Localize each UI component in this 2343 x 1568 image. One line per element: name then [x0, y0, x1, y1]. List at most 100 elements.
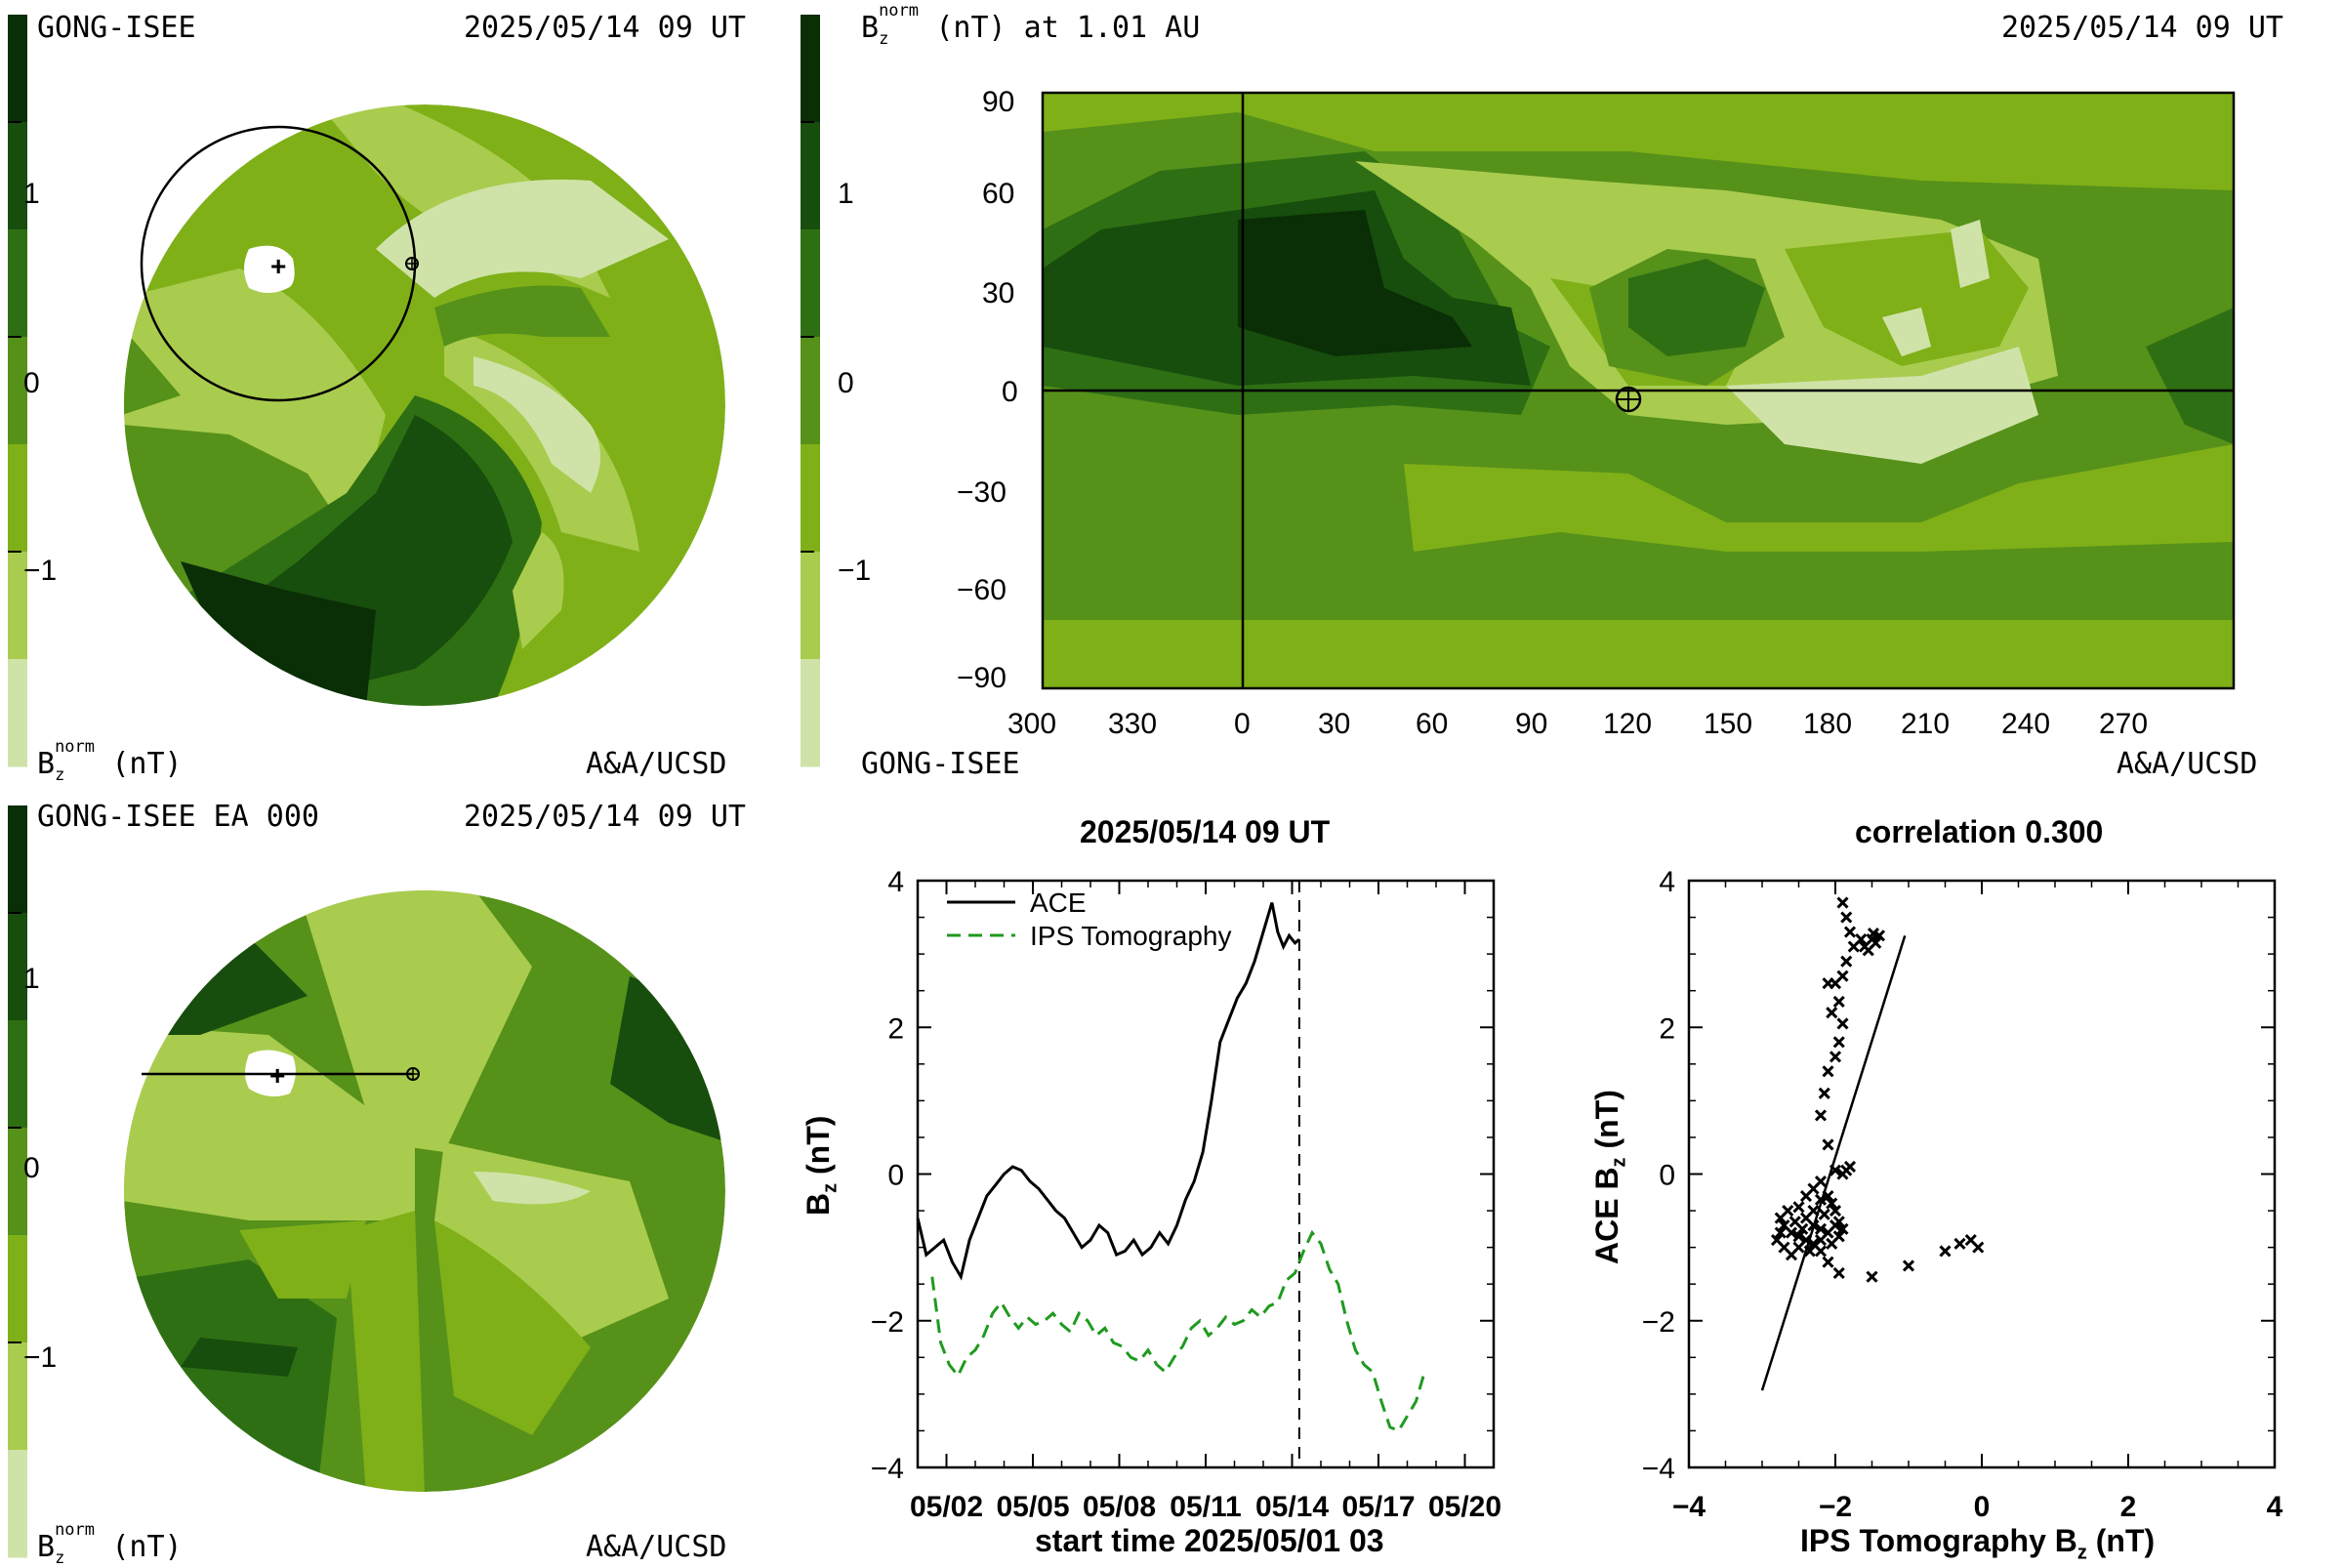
colorbar-tick-label: −1	[838, 555, 872, 587]
source-label: GONG-ISEE	[37, 11, 196, 45]
x-axis-label: IPS Tomography Bz (nT)	[1800, 1523, 2156, 1564]
contour-region	[1043, 620, 2234, 688]
x-tick-label: 05/11	[1170, 1491, 1241, 1523]
colorbar-level	[801, 444, 820, 553]
credit-label: A&A/UCSD	[586, 747, 727, 781]
scatter-point	[1829, 1205, 1842, 1217]
contour-region	[181, 561, 376, 706]
colorbar-level	[8, 1235, 27, 1343]
scatter-point	[1818, 1087, 1830, 1099]
x-tick-label: −2	[1819, 1491, 1852, 1523]
scatter-point	[1822, 1189, 1834, 1203]
contour-region	[473, 356, 600, 493]
colorbar-level	[801, 552, 820, 660]
scatter-point	[1939, 1245, 1952, 1258]
sun-marker: +	[269, 1060, 285, 1091]
series-line-ace	[916, 902, 1300, 1281]
chart-title: 2025/05/14 09 UT	[1080, 814, 1331, 849]
scatter-point	[1826, 1007, 1838, 1019]
colorbar-tick-label: −1	[23, 1341, 58, 1374]
colorbar-level	[8, 805, 27, 914]
contour-region	[239, 1220, 366, 1299]
y-tick-label: 30	[982, 277, 1015, 309]
scatter-chart: 4 2 0 −2 −4 −4 −2 0 2 4	[1642, 866, 2283, 1523]
colorbar-level	[8, 913, 27, 1021]
chart-title: correlation 0.300	[1855, 814, 2104, 849]
colorbar-level	[8, 1450, 27, 1558]
scatter-point	[1822, 977, 1834, 990]
contour-region	[1628, 259, 1765, 356]
series-line-ips-tomography	[930, 1229, 1426, 1433]
x-tick-label: 300	[1007, 708, 1057, 740]
x-tick-label: 330	[1108, 708, 1158, 740]
scatter-point	[1832, 1036, 1845, 1049]
x-tick-label: 0	[1974, 1491, 1991, 1523]
scatter-point	[1855, 933, 1868, 946]
colorbar-level	[801, 659, 820, 767]
contour-region	[376, 179, 669, 298]
scatter-point	[1902, 1259, 1915, 1272]
x-tick-label: 270	[2099, 708, 2149, 740]
scatter-point	[1832, 1266, 1845, 1279]
scatter-point	[1953, 1237, 1966, 1250]
credit-label: A&A/UCSD	[586, 1530, 727, 1564]
contour-region	[1726, 347, 2038, 464]
x-tick-label: 05/02	[910, 1491, 983, 1523]
colorbar-level	[8, 122, 27, 230]
scatter-point	[1836, 1017, 1849, 1030]
y-tick-label: 4	[1659, 866, 1675, 898]
x-tick-label: 150	[1704, 708, 1753, 740]
colorbar-tick-label: 0	[838, 367, 854, 399]
colorbar	[8, 15, 27, 767]
scatter-point	[1814, 1245, 1828, 1258]
scatter-point	[1840, 955, 1853, 968]
polar-map: +	[124, 890, 725, 1492]
scatter-point	[1832, 995, 1845, 1009]
colorbar-tick-label: 0	[23, 1152, 40, 1184]
scatter-point	[1814, 1109, 1828, 1122]
bottom-left-polar-panel: 1 0 −1 GONG-ISEE EA 000 2025/05/14 09 UT…	[0, 791, 781, 1567]
scatter-point	[1836, 1222, 1849, 1235]
latlon-map	[1041, 91, 2236, 690]
y-tick-label: −2	[871, 1306, 904, 1339]
datetime-label: 2025/05/14 09 UT	[2001, 11, 2283, 45]
time-series-panel: 2025/05/14 09 UT 4 2 0 −2 −4 05/02 05/05 05/08 0…	[781, 791, 1562, 1562]
legend-entry: IPS Tomography	[1030, 921, 1232, 951]
scatter-point	[1799, 1189, 1813, 1203]
scatter-point	[1858, 940, 1871, 953]
scatter-point	[1814, 1193, 1828, 1206]
y-tick-label: −4	[871, 1453, 904, 1485]
contour-region	[513, 532, 564, 649]
colorbar-tick-label: 1	[838, 178, 854, 210]
contour-region	[2146, 308, 2234, 444]
scatter-point	[1867, 928, 1880, 940]
datetime-label: 2025/05/14 09 UT	[464, 11, 746, 45]
x-tick-label: 240	[2001, 708, 2051, 740]
y-tick-label: −2	[1642, 1306, 1675, 1339]
scatter-point	[1818, 1208, 1830, 1220]
scatter-point	[1840, 911, 1853, 924]
colorbar-level	[8, 1342, 27, 1451]
contour-region	[1951, 220, 1990, 288]
scatter-point	[1822, 1065, 1834, 1078]
polar-map: +	[124, 104, 725, 706]
y-axis-label: ACE Bz (nT)	[1589, 1090, 1630, 1264]
credit-label: A&A/UCSD	[2117, 747, 2258, 781]
contour-region	[1882, 308, 1931, 356]
y-tick-label: 2	[887, 1012, 904, 1045]
scatter-point	[1814, 1222, 1828, 1235]
y-tick-label: 0	[887, 1160, 904, 1192]
sun-marker: +	[270, 251, 286, 281]
occulted-region	[244, 245, 295, 293]
scatter-point	[1774, 1226, 1787, 1239]
x-tick-label: −4	[1672, 1491, 1706, 1523]
x-tick-label: 05/08	[1083, 1491, 1156, 1523]
colorbar-level	[8, 659, 27, 767]
x-tick-label: 90	[1515, 708, 1548, 740]
scatter-point	[1792, 1230, 1805, 1243]
scatter-panel: correlation 0.300 4 2 0 −2 −4 −4 −2 0 2 4 IPS Tom…	[1562, 791, 2343, 1562]
x-tick-label: 180	[1803, 708, 1853, 740]
contour-region	[1043, 93, 2234, 190]
